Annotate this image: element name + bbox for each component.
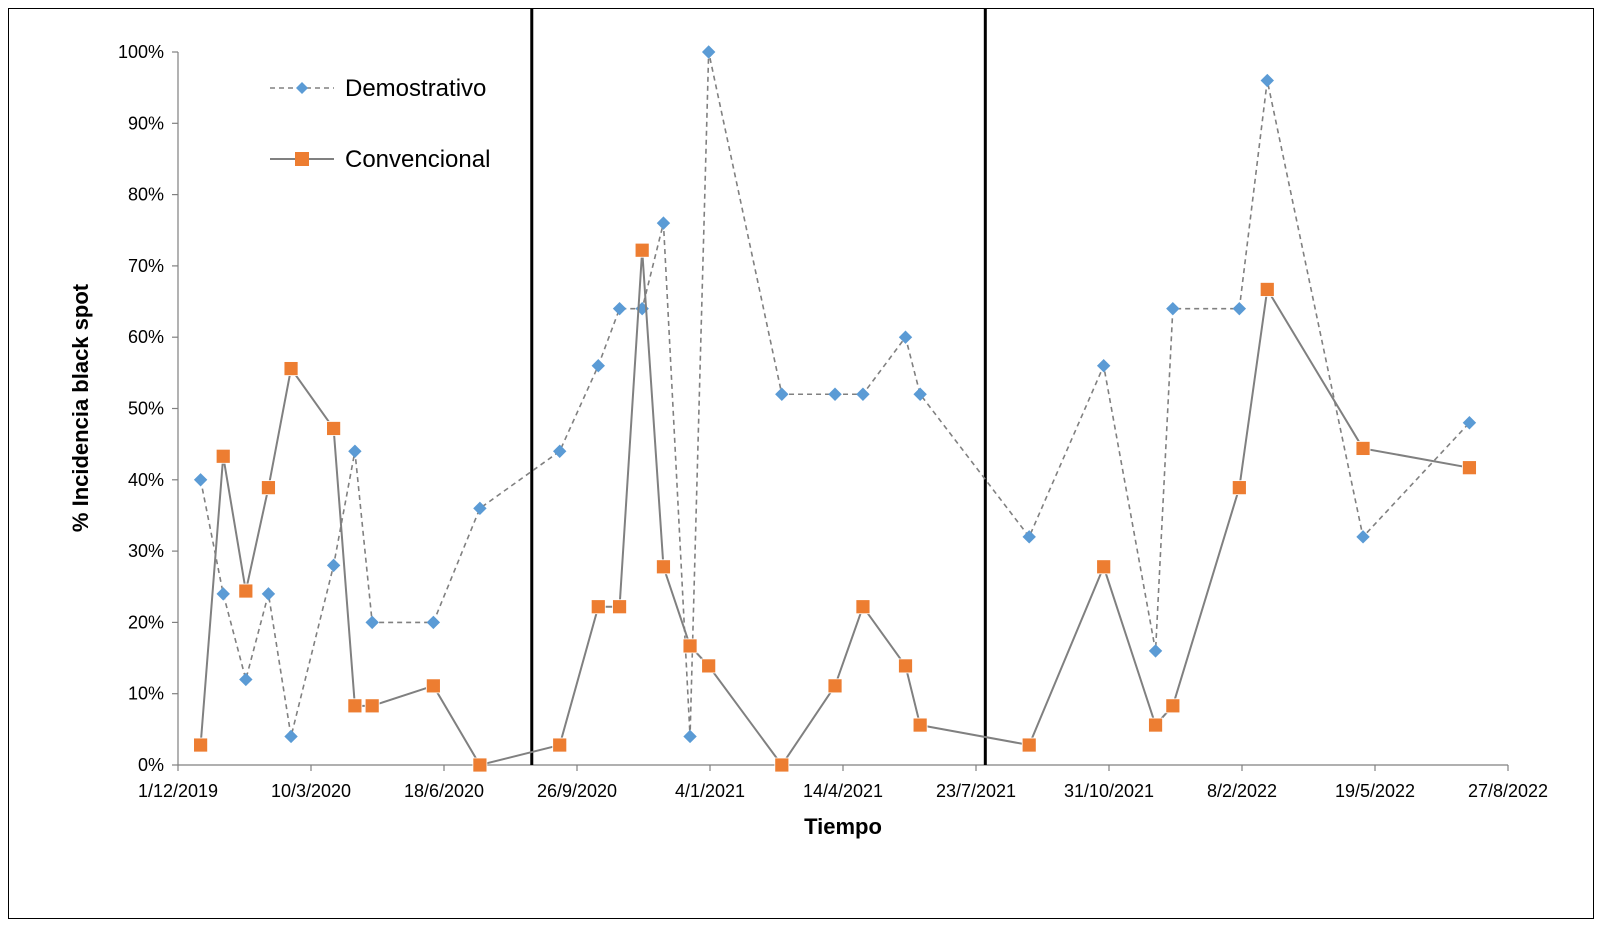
x-tick-label: 10/3/2020 [271, 781, 351, 801]
data-point-convencional [1096, 559, 1112, 575]
data-point-convencional [827, 678, 843, 694]
data-point-demostrativo [348, 444, 362, 458]
data-point-demostrativo [898, 330, 913, 344]
data-point-demostrativo [1260, 73, 1274, 88]
data-point-convencional [682, 638, 698, 654]
data-point-demostrativo [193, 473, 208, 487]
x-tick-label: 23/7/2021 [936, 781, 1016, 801]
y-tick-label: 40% [128, 470, 164, 490]
legend-label-demostrativo: Demostrativo [345, 75, 486, 102]
y-tick-label: 50% [128, 399, 164, 419]
x-axis-title: Tiempo [804, 814, 882, 839]
data-point-convencional [283, 361, 299, 376]
data-point-convencional [326, 421, 342, 436]
data-point-convencional [612, 599, 627, 615]
data-point-demostrativo [683, 729, 697, 744]
data-point-convencional [634, 242, 650, 258]
data-point-convencional [552, 737, 568, 753]
data-point-convencional [1462, 460, 1477, 476]
legend-label-convencional: Convencional [345, 146, 490, 173]
legend: Demostrativo Convencional [270, 75, 490, 173]
legend-marker-demostrativo [296, 82, 308, 94]
data-point-convencional [912, 717, 928, 733]
data-point-demostrativo [612, 301, 627, 316]
data-point-demostrativo [284, 729, 298, 744]
data-point-demostrativo [216, 587, 230, 601]
data-point-demostrativo [591, 359, 605, 373]
data-point-convencional [261, 480, 276, 496]
data-point-convencional [1259, 282, 1275, 297]
x-tick-label: 31/10/2021 [1064, 781, 1154, 801]
data-point-demostrativo [239, 672, 253, 687]
data-point-demostrativo [828, 387, 842, 401]
data-point-demostrativo [775, 387, 789, 401]
data-point-demostrativo [1096, 359, 1111, 373]
data-point-demostrativo [1022, 530, 1036, 544]
data-point-demostrativo [261, 587, 276, 601]
data-point-convencional [590, 599, 606, 615]
data-point-demostrativo [701, 45, 716, 59]
y-tick-label: 20% [128, 612, 164, 632]
y-tick-label: 0% [138, 755, 164, 775]
data-point-demostrativo [473, 501, 487, 516]
legend-marker-convencional [295, 152, 309, 166]
data-point-convencional [364, 698, 380, 714]
data-point-convencional [238, 583, 254, 599]
data-point-demostrativo [1148, 644, 1163, 658]
series-layer [193, 45, 1477, 773]
data-point-convencional [193, 737, 209, 753]
data-point-convencional [425, 678, 441, 694]
data-point-convencional [1148, 717, 1163, 733]
data-point-demostrativo [1462, 416, 1477, 430]
data-point-convencional [1231, 480, 1247, 496]
data-point-convencional [701, 658, 717, 674]
x-tick-label: 8/2/2022 [1207, 781, 1277, 801]
data-point-convencional [347, 698, 363, 714]
data-point-demostrativo [553, 444, 567, 458]
data-point-demostrativo [856, 387, 870, 401]
data-point-convencional [1021, 737, 1037, 753]
reference-lines [530, 8, 987, 765]
data-point-convencional [1165, 698, 1181, 714]
x-tick-label: 4/1/2021 [675, 781, 745, 801]
data-point-convencional [898, 658, 913, 674]
data-point-demostrativo [656, 216, 671, 230]
y-tick-label: 10% [128, 684, 164, 704]
y-axis-title: % Incidencia black spot [68, 283, 93, 532]
y-tick-label: 30% [128, 541, 164, 561]
y-tick-label: 60% [128, 327, 164, 347]
y-tick-label: 70% [128, 256, 164, 276]
data-point-demostrativo [326, 558, 341, 573]
data-point-demostrativo [1356, 530, 1370, 544]
data-point-convencional [215, 448, 231, 464]
axes-group: 0% 10% 20% 30% 40% 50% 60% 70% 80% 90% 100% 1/12/20… [118, 42, 1548, 801]
x-tick-label: 18/6/2020 [404, 781, 484, 801]
x-tick-label: 1/12/2019 [138, 781, 218, 801]
data-point-demostrativo [1166, 301, 1180, 316]
y-tick-label: 90% [128, 113, 164, 133]
data-point-convencional [656, 559, 671, 575]
data-point-convencional [1355, 441, 1371, 456]
data-point-convencional [855, 599, 871, 615]
y-tick-label: 100% [118, 42, 164, 62]
x-tick-label: 26/9/2020 [537, 781, 617, 801]
data-point-convencional [472, 757, 488, 773]
data-point-demostrativo [913, 387, 927, 401]
data-point-demostrativo [365, 615, 379, 630]
data-point-demostrativo [426, 615, 441, 630]
y-tick-label: 80% [128, 185, 164, 205]
data-point-demostrativo [1232, 301, 1247, 316]
x-tick-label: 19/5/2022 [1335, 781, 1415, 801]
x-tick-label: 27/8/2022 [1468, 781, 1548, 801]
x-tick-label: 14/4/2021 [803, 781, 883, 801]
data-point-convencional [774, 757, 790, 773]
